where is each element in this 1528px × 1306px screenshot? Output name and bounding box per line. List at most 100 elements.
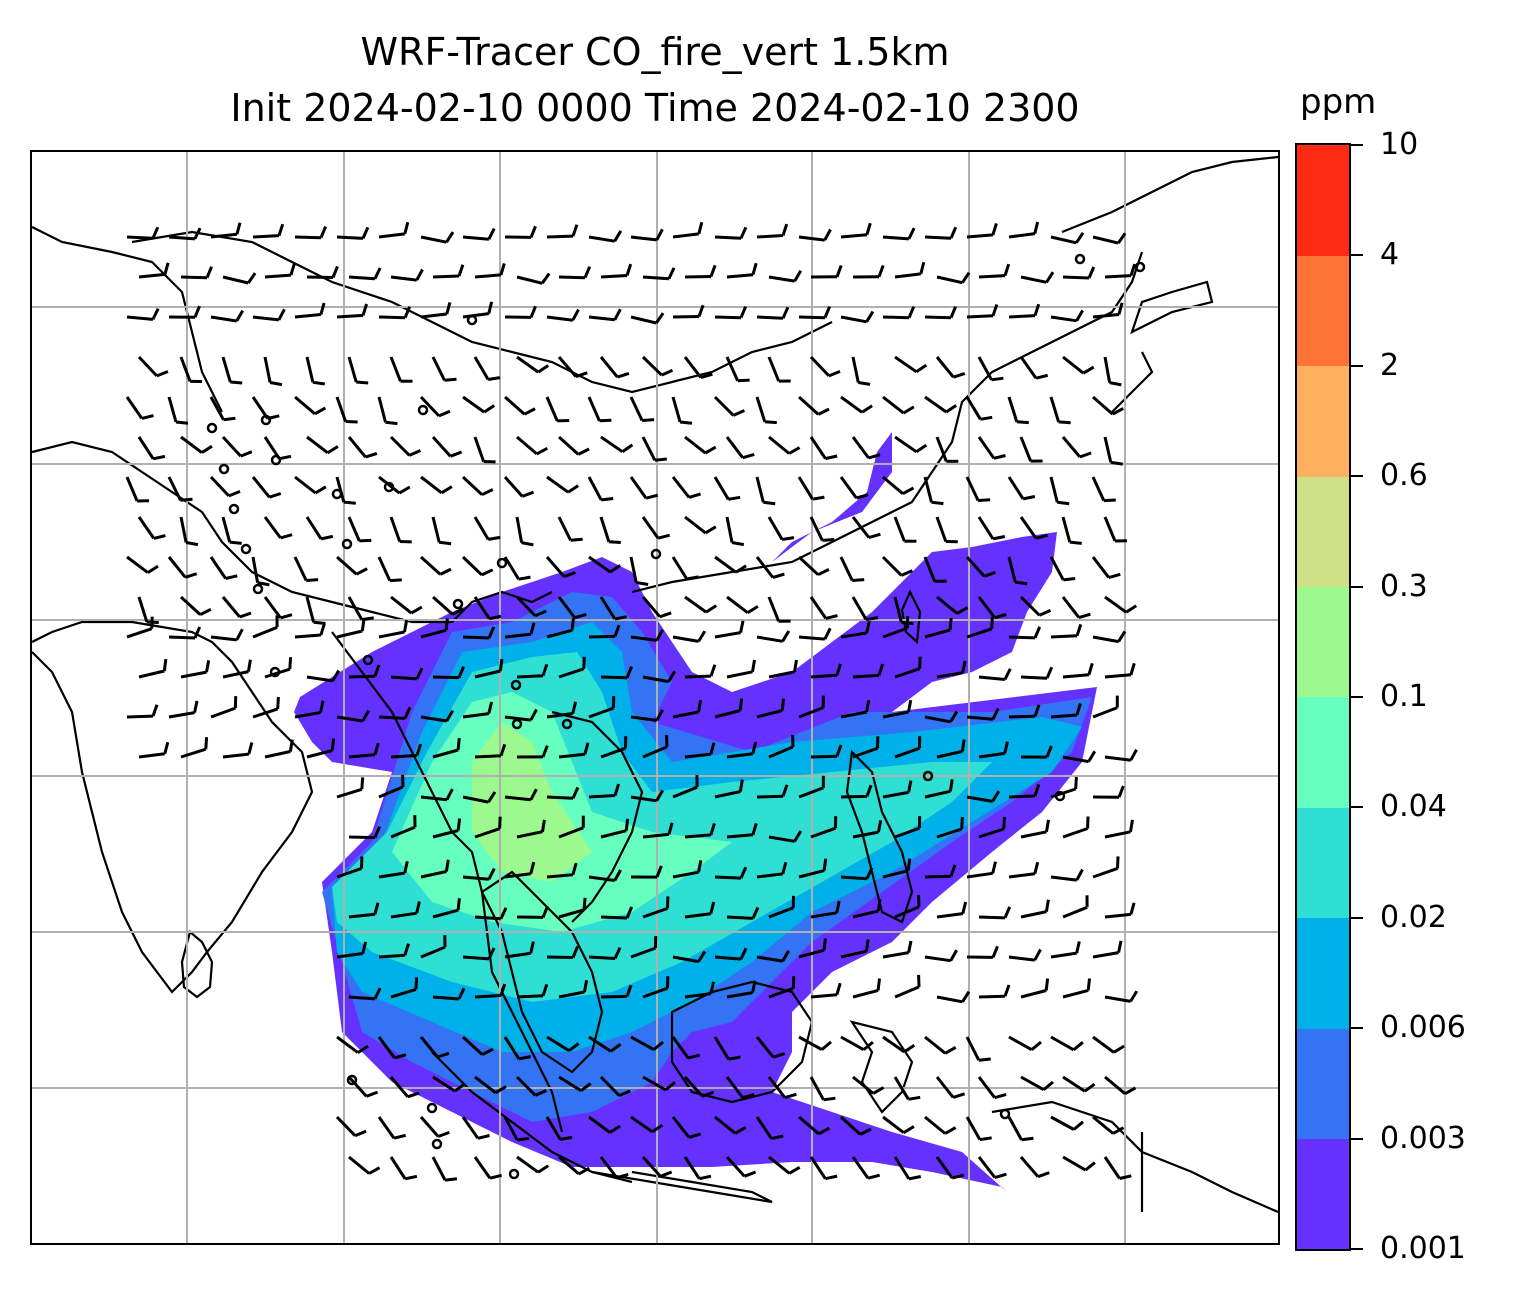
wind-barb-shaft [725, 1155, 746, 1178]
calm-wind-circle [466, 314, 478, 326]
wind-barb-flag [918, 656, 922, 669]
wind-barb-flag [1087, 266, 1096, 279]
wind-barb-flag [751, 906, 760, 920]
wind-barb-flag [983, 570, 997, 578]
wind-barb-shaft [389, 516, 402, 543]
wind-barb-flag [655, 789, 664, 802]
wind-barb-shaft [557, 356, 578, 378]
wind-barb-flag [163, 741, 170, 755]
wind-barb-shaft [965, 396, 982, 421]
wind-barb-shaft [137, 516, 156, 540]
wind-barb-flag [1045, 666, 1054, 679]
colorbar-tick-label: 0.006 [1380, 1010, 1466, 1046]
wind-barb-shaft [1061, 516, 1072, 543]
wind-barb-flag [235, 309, 244, 322]
wind-barb-flag [907, 940, 913, 953]
wind-barb-flag [956, 606, 969, 615]
calm-wind-circle [650, 548, 662, 560]
wind-barb-shaft [558, 752, 586, 759]
wind-barb-shaft [306, 749, 333, 759]
wind-barb-shaft [726, 915, 754, 920]
wind-barb-flag [902, 1125, 915, 1134]
wind-barb-flag [1108, 572, 1121, 580]
wind-barb-flag [655, 709, 664, 722]
wind-barb-shaft [935, 1156, 954, 1179]
wind-barb-shaft [671, 556, 689, 580]
wind-barb-flag [1116, 856, 1120, 869]
wind-barb-flag [865, 620, 871, 634]
wind-barb-flag [567, 484, 580, 494]
wind-barb-shaft [600, 274, 628, 279]
wind-barb-shaft [600, 675, 628, 680]
wind-barb-shaft [378, 871, 405, 879]
wind-barb-shaft [810, 911, 837, 919]
wind-barb-flag [276, 696, 280, 709]
wind-barb-flag [1045, 745, 1053, 758]
wind-barb-shaft [210, 706, 236, 719]
wind-barb-shaft [1061, 596, 1081, 619]
wind-barb-shaft [924, 1035, 947, 1055]
wind-barb-flag [150, 616, 154, 629]
wind-barb-shaft [767, 1076, 786, 1099]
wind-barb-flag [1075, 703, 1082, 716]
wind-barb-shaft [966, 627, 993, 639]
wind-barb-flag [908, 1095, 921, 1101]
wind-barb-shaft [336, 235, 364, 240]
wind-barb-shaft [936, 827, 963, 839]
wind-barb-shaft [168, 235, 196, 241]
wind-barb-flag [1129, 990, 1139, 1003]
wind-barb-shaft [1092, 1115, 1115, 1135]
wind-barb-flag [659, 1170, 673, 1178]
co-tracer-field [294, 432, 1097, 1192]
wind-barb-shaft [642, 745, 668, 759]
wind-barb-shaft [588, 706, 614, 719]
wind-barb-shaft [1104, 1075, 1126, 1095]
wind-barb-flag [360, 777, 365, 790]
wind-barb-flag [535, 446, 549, 456]
wind-barb-flag [201, 444, 213, 454]
wind-barb-flag [613, 624, 621, 637]
wind-barb-flag [835, 264, 843, 278]
wind-barb-flag [518, 1055, 531, 1061]
wind-barb-shaft [462, 712, 489, 719]
wind-barb-shaft [1049, 396, 1061, 423]
wind-barb-flag [445, 709, 454, 722]
wind-barb-flag [613, 308, 622, 321]
wind-barb-shaft [756, 315, 784, 320]
colorbar-segment [1297, 145, 1349, 256]
wind-barb-flag [687, 1053, 701, 1060]
wind-barb-flag [1030, 1040, 1042, 1051]
wind-barb-shaft [473, 516, 490, 541]
wind-barb-flag [614, 615, 627, 621]
wind-barb-shaft [251, 556, 260, 583]
wind-barb-shaft [684, 912, 711, 919]
wind-barb-flag [570, 537, 583, 542]
japan-coastline [1111, 280, 1214, 413]
wind-barb-shaft [630, 635, 657, 642]
wind-barb-flag [907, 227, 916, 240]
wind-barb-shaft [810, 826, 837, 839]
wind-barb-shaft [1061, 436, 1081, 458]
wind-barb-shaft [1062, 1155, 1087, 1172]
wind-barb-shaft [1008, 714, 1036, 719]
wind-barb-shaft [965, 556, 986, 578]
wind-barb-shaft [264, 667, 291, 679]
wind-barb-shaft [348, 674, 376, 679]
wind-barb-flag [820, 1040, 832, 1051]
wind-barb-shaft [180, 670, 207, 679]
wind-barb-shaft [924, 715, 951, 724]
wind-barb-flag [1042, 1080, 1054, 1091]
wind-barb-flag [582, 656, 586, 669]
wind-barb-flag [487, 376, 501, 381]
wind-barb-shaft [516, 435, 538, 456]
wind-barb-flag [739, 620, 745, 633]
wind-barb-shaft [630, 1115, 654, 1134]
wind-barb-flag [354, 1129, 367, 1138]
wind-barb-flag [654, 457, 667, 462]
map-panel[interactable] [30, 150, 1280, 1245]
wind-barb-flag [1045, 271, 1055, 284]
wind-barb-flag [487, 227, 496, 240]
wind-barb-flag [571, 224, 579, 237]
wind-barb-shaft [599, 516, 611, 543]
wind-barb-shaft [894, 435, 918, 454]
